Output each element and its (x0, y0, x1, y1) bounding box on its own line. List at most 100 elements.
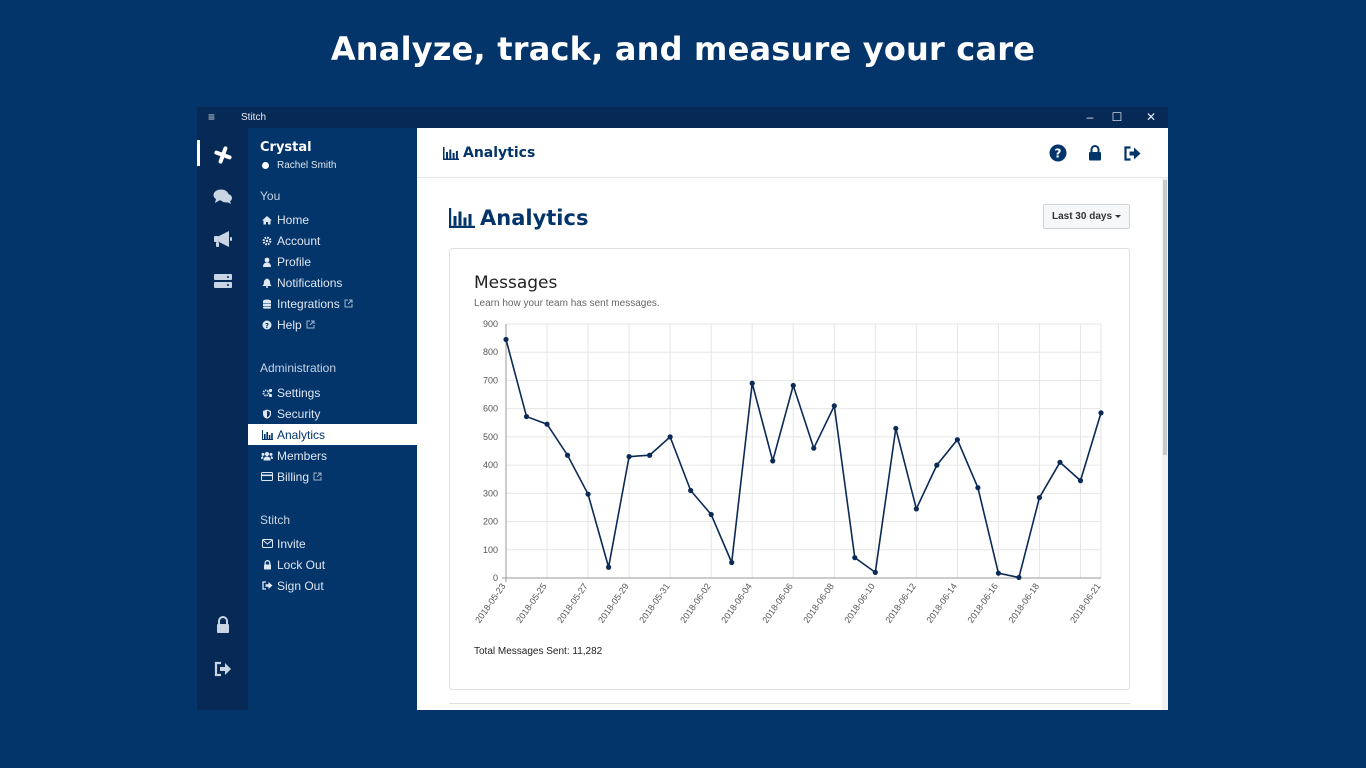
promo-headline: Analyze, track, and measure your care (330, 30, 1036, 68)
megaphone-icon[interactable] (197, 224, 248, 254)
sidebar-item-members[interactable]: Members (248, 445, 417, 466)
server-icon[interactable] (197, 266, 248, 296)
data-point (564, 452, 571, 458)
data-point (544, 421, 550, 427)
y-tick-label: 100 (483, 545, 498, 555)
sidebar-item-label: Account (277, 233, 321, 248)
maximize-button[interactable]: ☐ (1111, 110, 1123, 124)
rail-active-indicator (197, 140, 200, 166)
x-tick-label: 2018-06-10 (842, 581, 877, 624)
sidebar-item-account[interactable]: Account (248, 230, 417, 251)
sidebar: Crystal Rachel Smith You Home Account Pr… (248, 128, 417, 710)
bar-chart-icon (449, 208, 475, 228)
sidebar-item-label: Billing (277, 469, 310, 484)
bar-chart-icon (443, 146, 459, 160)
sidebar-item-label: Notifications (277, 275, 343, 290)
x-tick-label: 2018-06-18 (1006, 581, 1041, 624)
data-point (770, 458, 776, 464)
scrollbar-thumb[interactable] (1163, 180, 1167, 455)
team-name[interactable]: Crystal (260, 140, 312, 155)
date-range-dropdown[interactable]: Last 30 days (1043, 204, 1130, 229)
window-title: Stitch (241, 112, 267, 123)
x-tick-label: 2018-06-06 (760, 581, 795, 624)
sidebar-item-notifications[interactable]: Notifications (248, 272, 417, 293)
stitch-logo-icon[interactable] (197, 140, 248, 170)
data-point (667, 434, 673, 440)
window-menu-icon[interactable]: ≡ (208, 110, 216, 124)
sidebar-item-label: Security (277, 406, 321, 421)
title-bar: ≡ Stitch – ☐ ✕ (197, 107, 1168, 128)
help-icon[interactable]: ? (1048, 143, 1068, 163)
vertical-scrollbar[interactable] (1162, 178, 1168, 710)
status-dot-icon (262, 162, 269, 169)
section-title-stitch: Stitch (260, 513, 291, 527)
sidebar-item-label: Help (277, 317, 302, 332)
svg-text:?: ? (265, 322, 269, 330)
sidebar-item-label: Settings (277, 385, 321, 400)
credit-card-icon (261, 471, 273, 483)
close-button[interactable]: ✕ (1145, 110, 1157, 124)
y-tick-label: 300 (483, 488, 498, 498)
sidebar-item-label: Lock Out (277, 557, 326, 572)
lock-icon[interactable] (1085, 143, 1105, 163)
sidebar-item-integrations[interactable]: Integrations (248, 293, 417, 314)
data-point (503, 336, 509, 343)
x-tick-label: 2018-05-25 (514, 581, 549, 624)
messages-card: Messages Learn how your team has sent me… (449, 248, 1130, 690)
users-icon (261, 450, 273, 462)
data-point (605, 564, 612, 570)
current-user[interactable]: Rachel Smith (262, 160, 336, 171)
data-point (1057, 459, 1063, 465)
data-point (954, 437, 960, 443)
y-tick-label: 700 (483, 375, 498, 385)
next-card-edge (449, 703, 1130, 710)
caret-down-icon (1115, 215, 1122, 218)
data-point (831, 403, 837, 409)
lock-icon (261, 559, 273, 571)
sidebar-item-lock-out[interactable]: Lock Out (248, 554, 417, 575)
lock-icon[interactable] (197, 610, 248, 640)
y-tick-label: 900 (483, 319, 498, 329)
section-title-administration: Administration (260, 361, 337, 375)
sidebar-item-settings[interactable]: Settings (248, 382, 417, 403)
total-messages: Total Messages Sent: 11,282 (474, 646, 603, 657)
main-header: Analytics ? (417, 128, 1168, 178)
x-tick-label: 2018-06-08 (801, 581, 836, 624)
x-tick-label: 2018-06-21 (1068, 581, 1103, 624)
sign-out-icon[interactable] (197, 654, 248, 684)
minimize-button[interactable]: – (1086, 110, 1094, 124)
header-title-label: Analytics (463, 145, 536, 161)
chat-icon[interactable] (197, 182, 248, 212)
data-point (913, 506, 919, 512)
x-tick-label: 2018-05-29 (596, 581, 631, 624)
page-title-label: Analytics (480, 206, 589, 230)
data-point (1077, 478, 1084, 484)
sidebar-item-profile[interactable]: Profile (248, 251, 417, 272)
sidebar-item-home[interactable]: Home (248, 209, 417, 230)
sidebar-item-label: Profile (277, 254, 312, 269)
sidebar-item-help[interactable]: ? Help (248, 314, 417, 335)
y-tick-label: 500 (483, 432, 498, 442)
sidebar-item-label: Sign Out (277, 578, 324, 593)
external-link-icon (306, 320, 315, 329)
x-tick-label: 2018-06-16 (965, 581, 1000, 624)
sidebar-item-analytics[interactable]: Analytics (248, 424, 417, 445)
sidebar-item-billing[interactable]: Billing (248, 466, 417, 487)
x-tick-label: 2018-06-12 (883, 581, 918, 624)
sidebar-item-label: Invite (277, 536, 306, 551)
data-point (523, 413, 530, 420)
sidebar-item-invite[interactable]: Invite (248, 533, 417, 554)
x-tick-label: 2018-05-31 (637, 581, 672, 624)
envelope-icon (261, 538, 273, 550)
data-point (729, 559, 735, 566)
sign-out-icon[interactable] (1122, 143, 1142, 163)
data-point (995, 570, 1002, 576)
sidebar-item-sign-out[interactable]: Sign Out (248, 575, 417, 596)
data-point (1016, 574, 1022, 581)
bar-chart-icon (261, 429, 273, 441)
card-subtitle: Learn how your team has sent messages. (474, 298, 660, 309)
external-link-icon (344, 299, 353, 308)
sidebar-item-label: Analytics (277, 427, 326, 442)
sidebar-item-security[interactable]: Security (248, 403, 417, 424)
data-point (852, 555, 858, 561)
